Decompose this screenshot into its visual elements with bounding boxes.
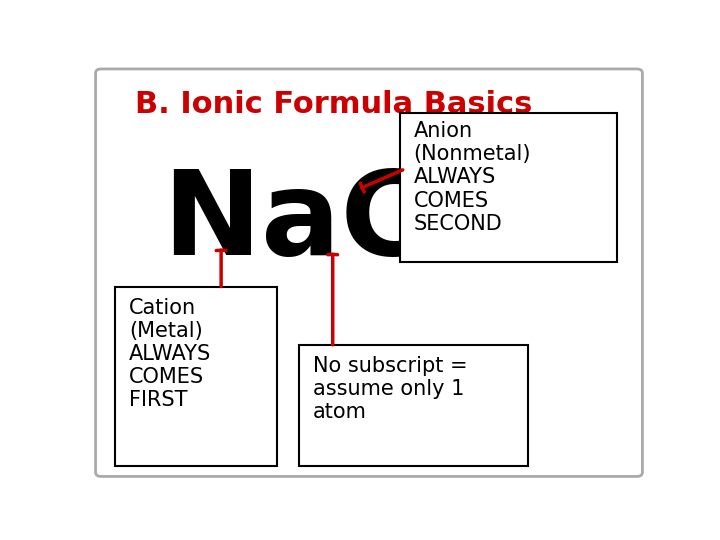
- FancyBboxPatch shape: [400, 113, 617, 262]
- Text: Cation
(Metal)
ALWAYS
COMES
FIRST: Cation (Metal) ALWAYS COMES FIRST: [129, 298, 211, 410]
- FancyBboxPatch shape: [115, 287, 277, 466]
- Text: No subscript =
assume only 1
atom: No subscript = assume only 1 atom: [313, 356, 468, 422]
- Text: NaC: NaC: [163, 165, 428, 280]
- FancyBboxPatch shape: [96, 69, 642, 476]
- Text: Anion
(Nonmetal)
ALWAYS
COMES
SECOND: Anion (Nonmetal) ALWAYS COMES SECOND: [414, 121, 531, 234]
- FancyBboxPatch shape: [300, 346, 528, 466]
- Text: B. Ionic Formula Basics: B. Ionic Formula Basics: [135, 90, 532, 119]
